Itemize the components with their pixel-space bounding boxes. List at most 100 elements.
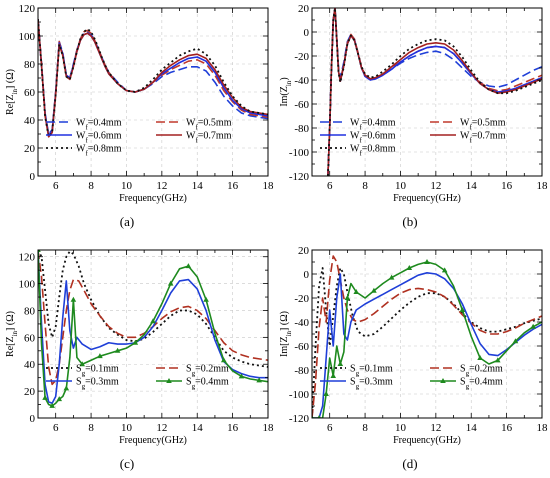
- y-tick-label: 20: [298, 3, 310, 15]
- legend: Sg=0.1mm Sg=0.2mm Sg=0.3mm Sg=0.4mm: [320, 364, 503, 391]
- series-line-3: [38, 19, 268, 137]
- data-point: [512, 338, 519, 344]
- grid: [38, 250, 269, 419]
- y-tick-label: -120: [289, 413, 310, 425]
- plot-frame: [311, 249, 543, 419]
- panel-label: (c): [120, 456, 134, 471]
- x-tick-label: 10: [395, 180, 407, 192]
- plot-frame: [37, 249, 269, 419]
- chart-panel-1: 6 8 10 12 14 16 18 0 20 40 60 80 100 120 Frequency(GHz…: [5, 3, 274, 229]
- series-line-2: [38, 19, 268, 137]
- x-tick-label: 8: [362, 422, 368, 434]
- x-tick-label: 16: [227, 422, 239, 434]
- data-point: [371, 287, 377, 293]
- x-tick-label: 6: [327, 180, 333, 192]
- y-axis-label: Im[Zin] (Ω): [279, 311, 293, 357]
- axis-ticks: [311, 7, 543, 177]
- data-point: [424, 259, 430, 264]
- data-point: [42, 394, 48, 400]
- x-tick-label: 8: [88, 422, 94, 434]
- chart-panel-2: 6 8 10 12 14 16 18 -120 -100 -80 -60 -40 -20 0 20 Frequ…: [279, 3, 548, 229]
- data-point: [441, 267, 448, 273]
- y-tick-label: -40: [294, 75, 309, 87]
- x-tick-label: 6: [327, 422, 333, 434]
- panel-label: (b): [402, 214, 417, 229]
- x-tick-label: 14: [466, 422, 478, 434]
- y-tick-label: 120: [19, 3, 36, 15]
- legend-label: Sg=0.3mm: [76, 377, 119, 391]
- legend-label: Wf=0.4mm: [350, 118, 396, 132]
- data-point: [530, 323, 536, 329]
- axis-ticks: [37, 7, 269, 177]
- legend-label: Sg=0.2mm: [460, 364, 503, 378]
- data-point: [79, 361, 86, 367]
- y-tick-label: -100: [289, 147, 310, 159]
- x-tick-label: 18: [537, 180, 549, 192]
- y-tick-label: 20: [24, 386, 36, 398]
- grid: [312, 249, 543, 419]
- series-line-2: [38, 250, 268, 386]
- y-tick-label: 100: [19, 31, 36, 43]
- legend-label: Sg=0.4mm: [186, 377, 229, 391]
- x-tick-label: 18: [537, 422, 549, 434]
- x-tick-label: 6: [53, 422, 59, 434]
- data-point: [477, 355, 483, 360]
- series-group: [312, 255, 542, 418]
- y-axis-label: Im(Zin): [279, 77, 293, 106]
- x-tick-label: 12: [430, 180, 441, 192]
- data-point: [49, 402, 55, 408]
- legend-label: Sg=0.2mm: [186, 364, 229, 378]
- y-tick-label: -40: [294, 317, 309, 329]
- y-tick-label: 20: [24, 143, 36, 155]
- series-line-1: [38, 19, 268, 135]
- chart-panel-4: 6 8 10 12 14 16 18 -120 -100 -80 -60 -40 -20 0 20 Frequ…: [279, 245, 548, 471]
- data-point: [459, 307, 466, 312]
- grid: [38, 7, 269, 177]
- legend-marker: [166, 378, 172, 383]
- y-tick-label: -80: [294, 365, 309, 377]
- data-point: [344, 295, 351, 300]
- y-tick-label: 0: [304, 27, 310, 39]
- series-line-5: [38, 19, 268, 138]
- chart-panel-3: 6 8 10 12 14 16 18 0 20 40 60 80 100 120 Frequency(GHz…: [5, 249, 275, 471]
- x-tick-label: 12: [156, 180, 167, 192]
- x-axis-label: Frequency(GHz): [119, 193, 187, 204]
- panel-label: (d): [402, 456, 417, 471]
- panel-label: (a): [120, 214, 134, 229]
- y-tick-label: -60: [294, 99, 309, 111]
- legend-label: Sg=0.1mm: [350, 364, 393, 378]
- data-point: [150, 318, 156, 324]
- x-tick-label: 16: [501, 180, 513, 192]
- y-tick-label: 100: [19, 279, 36, 291]
- x-tick-label: 10: [121, 180, 133, 192]
- y-tick-label: 40: [24, 115, 36, 127]
- series-line-2: [312, 255, 542, 418]
- data-point: [56, 396, 63, 402]
- x-tick-label: 10: [395, 422, 407, 434]
- data-point: [203, 296, 209, 302]
- x-tick-label: 6: [53, 180, 59, 192]
- legend-label: Wf=0.4mm: [76, 118, 122, 132]
- legend: Wf=0.4mm Wf=0.5mm Wf=0.6mm Wf=0.7mm Wf=0.8mm: [320, 118, 506, 158]
- x-tick-label: 12: [156, 422, 167, 434]
- x-tick-label: 18: [263, 422, 275, 434]
- legend: Wf=0.4mm Wf=0.5mm Wf=0.6mm Wf=0.7mm Wf=0.8mm: [46, 118, 232, 158]
- data-point: [323, 391, 329, 396]
- y-tick-label: 80: [24, 59, 36, 71]
- data-point: [132, 339, 139, 345]
- data-point: [63, 385, 70, 391]
- x-tick-label: 14: [466, 180, 478, 192]
- x-tick-label: 8: [88, 180, 94, 192]
- y-tick-label: 0: [30, 171, 36, 183]
- x-axis-label: Frequency(GHz): [119, 435, 187, 446]
- x-tick-label: 18: [263, 180, 275, 192]
- data-point: [388, 274, 395, 280]
- data-point: [185, 263, 192, 269]
- y-tick-label: -100: [289, 389, 310, 401]
- x-tick-label: 12: [430, 422, 441, 434]
- legend-label: Wf=0.5mm: [186, 118, 232, 132]
- series-line-3: [312, 272, 542, 418]
- data-point: [494, 357, 501, 363]
- y-axis-label: Re[Zin] (Ω): [5, 69, 19, 115]
